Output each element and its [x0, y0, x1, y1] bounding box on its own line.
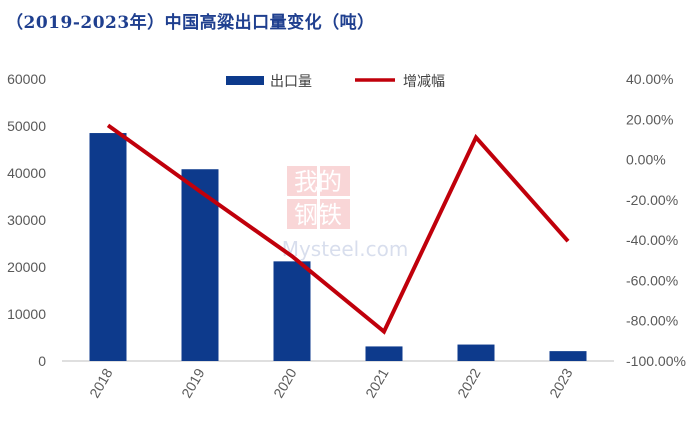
bar-2022 — [457, 344, 495, 361]
y-left-tick-label: 10000 — [7, 306, 46, 322]
legend-bar-swatch — [226, 76, 264, 85]
x-tick-label: 2023 — [546, 365, 576, 400]
y-left-tick-label: 60000 — [7, 71, 46, 87]
legend-bar-label: 出口量 — [270, 74, 312, 90]
change-rate-line — [106, 123, 570, 335]
y-right-tick-label: -20.00% — [626, 192, 678, 208]
bar-2020 — [273, 261, 311, 361]
watermark-line2: 钢铁 — [294, 201, 342, 229]
legend-line-label: 增减幅 — [403, 74, 445, 90]
left-axis-ticks: 0 10000 20000 30000 40000 50000 60000 — [7, 71, 46, 369]
watermark-line3: Mysteel.com — [282, 237, 409, 261]
y-right-tick-label: -60.00% — [626, 272, 678, 288]
watermark-line1: 我的 — [294, 168, 342, 196]
x-tick-label: 2020 — [270, 365, 300, 400]
y-left-tick-label: 50000 — [7, 118, 46, 134]
x-tick-label: 2019 — [178, 365, 208, 400]
y-right-tick-label: -40.00% — [626, 232, 678, 248]
y-right-tick-label: 40.00% — [626, 71, 673, 87]
bar-series — [89, 133, 587, 361]
y-left-tick-label: 40000 — [7, 165, 46, 181]
legend: 出口量 增减幅 — [226, 74, 445, 90]
x-tick-label: 2021 — [362, 365, 392, 400]
bar-2018 — [89, 133, 127, 361]
y-right-tick-label: 20.00% — [626, 111, 673, 127]
x-tick-label: 2022 — [454, 365, 484, 400]
y-left-tick-label: 0 — [38, 353, 46, 369]
y-right-tick-label: 0.00% — [626, 152, 666, 168]
bar-2023 — [549, 351, 587, 361]
chart-title: （2019-2023年）中国高粱出口量变化（吨） — [6, 13, 375, 33]
line-series — [106, 123, 570, 335]
y-left-tick-label: 20000 — [7, 259, 46, 275]
x-tick-label: 2018 — [86, 365, 116, 400]
y-left-tick-label: 30000 — [7, 212, 46, 228]
y-right-tick-label: -100.00% — [626, 353, 686, 369]
watermark: 我的 钢铁 Mysteel.com — [282, 166, 409, 261]
right-axis-ticks: -100.00% -80.00% -60.00% -40.00% -20.00% 0.00… — [626, 71, 686, 369]
bar-2021 — [365, 346, 403, 361]
bar-2019 — [181, 169, 219, 361]
x-axis-ticks: 2018 2019 2020 2021 2022 2023 — [86, 365, 576, 400]
y-right-tick-label: -80.00% — [626, 313, 678, 329]
